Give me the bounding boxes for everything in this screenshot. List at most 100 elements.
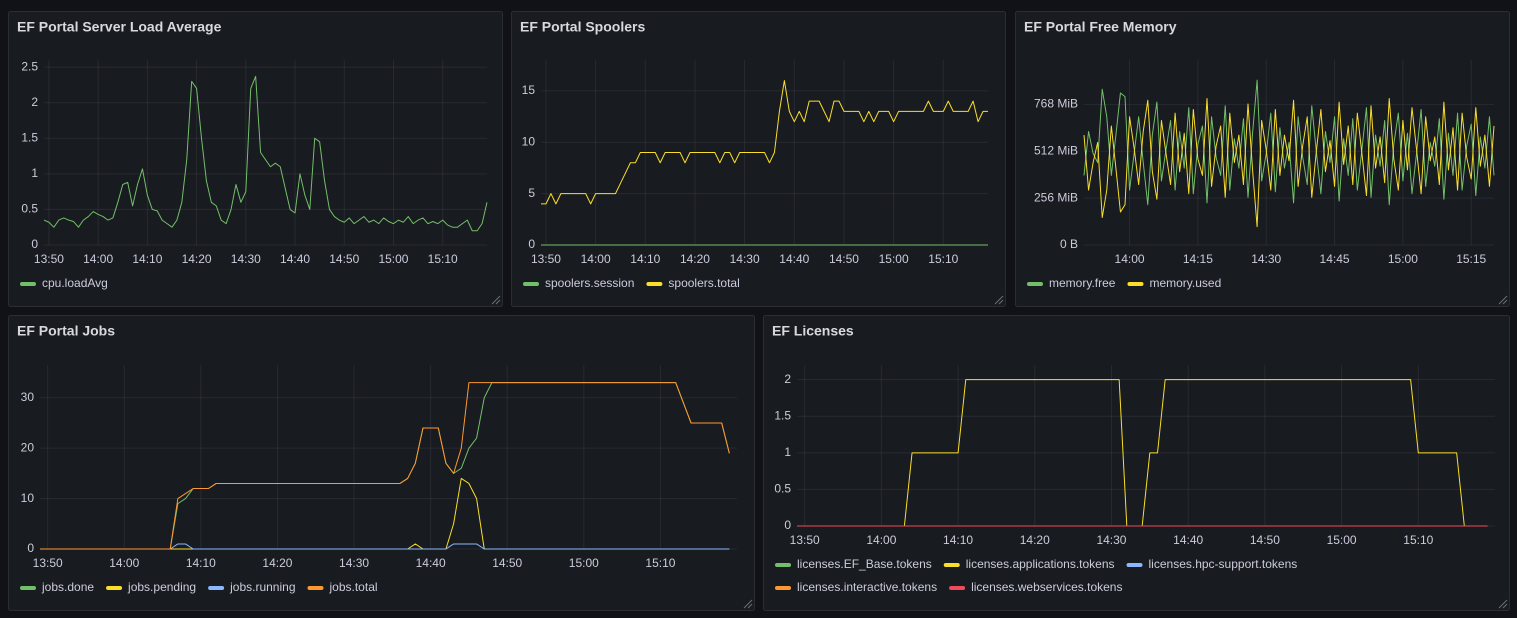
x-tick-label: 14:50 xyxy=(329,252,359,266)
y-tick-label: 0 xyxy=(31,237,38,251)
resize-handle xyxy=(1498,599,1508,609)
y-tick-label: 0 xyxy=(528,237,535,251)
y-tick-label: 1.5 xyxy=(774,408,791,422)
x-tick-label: 13:50 xyxy=(790,533,820,547)
panel-title: EF Portal Jobs xyxy=(17,323,115,339)
x-tick-label: 13:50 xyxy=(33,556,63,570)
panel-title: EF Portal Server Load Average xyxy=(17,19,222,35)
x-tick-label: 14:50 xyxy=(1250,533,1280,547)
y-tick-label: 0 xyxy=(27,541,34,555)
resize-handle xyxy=(1502,299,1508,305)
resize-handle xyxy=(994,295,1004,305)
x-tick-label: 15:00 xyxy=(1327,533,1357,547)
series-line xyxy=(40,382,730,550)
x-tick-label: 14:40 xyxy=(280,252,310,266)
panel xyxy=(1015,11,1510,307)
legend-label: cpu.loadAvg xyxy=(42,276,108,290)
x-tick-label: 14:30 xyxy=(1251,252,1281,266)
x-tick-label: 14:00 xyxy=(866,533,896,547)
x-tick-label: 14:40 xyxy=(416,556,446,570)
x-tick-label: 15:15 xyxy=(1456,252,1486,266)
y-tick-label: 0.5 xyxy=(774,482,791,496)
resize-handle xyxy=(743,599,753,609)
y-tick-label: 1 xyxy=(784,445,791,459)
legend-label: jobs.running xyxy=(229,580,295,594)
x-tick-label: 14:30 xyxy=(231,252,261,266)
panel-title: EF Portal Free Memory xyxy=(1024,19,1177,35)
legend-label: memory.used xyxy=(1149,276,1221,290)
y-tick-label: 10 xyxy=(522,134,536,148)
y-tick-label: 30 xyxy=(21,390,35,404)
panel-title: EF Portal Spoolers xyxy=(520,19,645,35)
y-tick-label: 2.5 xyxy=(21,59,38,73)
legend-label: memory.free xyxy=(1049,276,1116,290)
x-tick-label: 14:10 xyxy=(132,252,162,266)
y-tick-label: 1 xyxy=(31,166,38,180)
x-tick-label: 14:10 xyxy=(186,556,216,570)
x-tick-label: 14:50 xyxy=(829,252,859,266)
x-tick-label: 15:10 xyxy=(645,556,675,570)
x-tick-label: 14:30 xyxy=(730,252,760,266)
y-tick-label: 256 MiB xyxy=(1034,190,1078,204)
y-tick-label: 0 B xyxy=(1060,237,1078,251)
panel-title: EF Licenses xyxy=(772,323,854,339)
panel xyxy=(8,315,755,611)
resize-handle xyxy=(1498,295,1508,305)
resize-handle xyxy=(998,299,1004,305)
resize-handle xyxy=(495,299,501,305)
x-tick-label: 14:15 xyxy=(1183,252,1213,266)
y-tick-label: 5 xyxy=(528,186,535,200)
x-tick-label: 14:50 xyxy=(492,556,522,570)
legend-label: spoolers.total xyxy=(668,276,739,290)
resize-handle xyxy=(491,295,501,305)
legend-label: licenses.interactive.tokens xyxy=(797,580,937,594)
x-tick-label: 13:50 xyxy=(531,252,561,266)
x-tick-label: 14:40 xyxy=(779,252,809,266)
x-tick-label: 14:00 xyxy=(109,556,139,570)
y-tick-label: 1.5 xyxy=(21,130,38,144)
legend-label: licenses.webservices.tokens xyxy=(971,580,1122,594)
x-tick-label: 14:45 xyxy=(1320,252,1350,266)
series-line xyxy=(541,80,988,205)
x-tick-label: 15:10 xyxy=(928,252,958,266)
y-tick-label: 10 xyxy=(21,491,35,505)
y-tick-label: 2 xyxy=(31,95,38,109)
y-tick-label: 15 xyxy=(522,83,536,97)
legend-label: licenses.hpc-support.tokens xyxy=(1149,557,1298,571)
x-tick-label: 14:40 xyxy=(1173,533,1203,547)
x-tick-label: 14:30 xyxy=(339,556,369,570)
legend-label: jobs.total xyxy=(329,580,378,594)
x-tick-label: 15:10 xyxy=(428,252,458,266)
x-tick-label: 14:30 xyxy=(1096,533,1126,547)
panel xyxy=(511,11,1006,307)
x-tick-label: 14:00 xyxy=(1115,252,1145,266)
y-tick-label: 512 MiB xyxy=(1034,143,1078,157)
x-tick-label: 14:00 xyxy=(581,252,611,266)
y-tick-label: 0 xyxy=(784,518,791,532)
x-tick-label: 14:20 xyxy=(1020,533,1050,547)
y-tick-label: 20 xyxy=(21,440,35,454)
legend-label: licenses.applications.tokens xyxy=(966,557,1115,571)
series-line xyxy=(1083,79,1495,206)
y-tick-label: 0.5 xyxy=(21,202,38,216)
y-tick-label: 768 MiB xyxy=(1034,96,1078,110)
x-tick-label: 14:20 xyxy=(262,556,292,570)
x-tick-label: 15:00 xyxy=(569,556,599,570)
legend-label: jobs.done xyxy=(41,580,94,594)
y-tick-label: 2 xyxy=(784,372,791,386)
x-tick-label: 13:50 xyxy=(34,252,64,266)
x-tick-label: 15:00 xyxy=(879,252,909,266)
x-tick-label: 15:00 xyxy=(1388,252,1418,266)
legend-label: licenses.EF_Base.tokens xyxy=(797,557,932,571)
legend-label: spoolers.session xyxy=(545,276,634,290)
x-tick-label: 14:10 xyxy=(943,533,973,547)
x-tick-label: 15:00 xyxy=(378,252,408,266)
legend-label: jobs.pending xyxy=(127,580,196,594)
panel xyxy=(763,315,1510,611)
x-tick-label: 14:20 xyxy=(182,252,212,266)
x-tick-label: 14:00 xyxy=(83,252,113,266)
panel xyxy=(8,11,503,307)
series-line xyxy=(43,75,488,232)
x-tick-label: 15:10 xyxy=(1403,533,1433,547)
